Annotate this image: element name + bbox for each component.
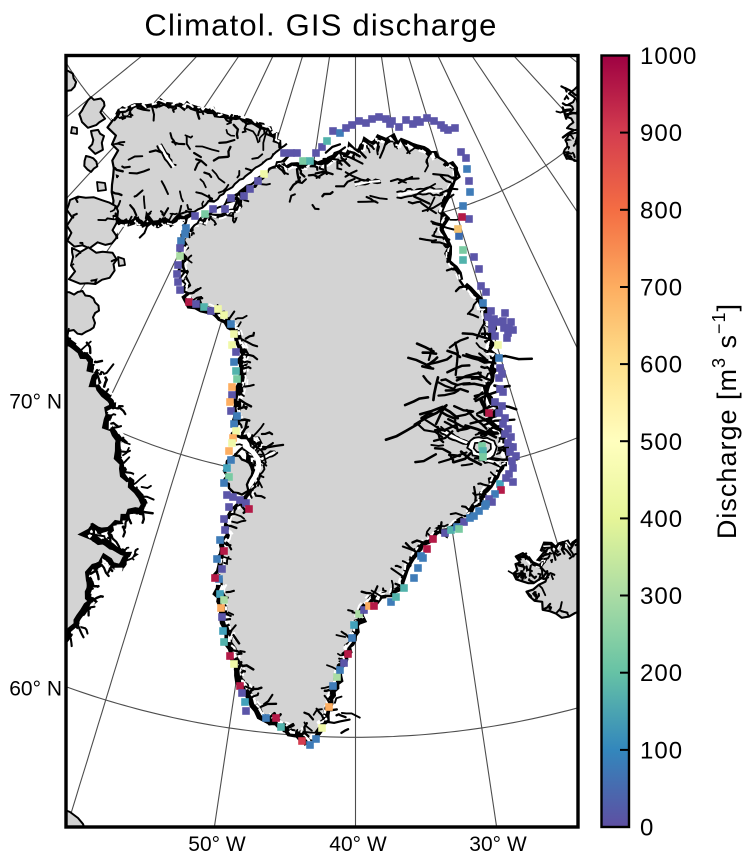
svg-text:50° W: 50° W (188, 833, 246, 856)
svg-text:0: 0 (640, 815, 654, 842)
svg-text:700: 700 (640, 275, 683, 302)
svg-text:40° W: 40° W (329, 833, 387, 856)
svg-text:70° N: 70° N (9, 391, 62, 414)
svg-text:1000: 1000 (640, 43, 697, 70)
svg-text:600: 600 (640, 352, 683, 379)
svg-text:400: 400 (640, 506, 683, 533)
svg-text:100: 100 (640, 737, 683, 764)
svg-text:60° N: 60° N (9, 678, 62, 701)
svg-text:Discharge [m3 s−1]: Discharge [m3 s−1] (709, 303, 742, 539)
svg-text:800: 800 (640, 197, 683, 224)
svg-text:200: 200 (640, 660, 683, 687)
svg-text:30° W: 30° W (469, 833, 527, 856)
svg-text:500: 500 (640, 429, 683, 456)
svg-text:Climatol. GIS discharge: Climatol. GIS discharge (144, 8, 497, 43)
svg-text:900: 900 (640, 120, 683, 147)
svg-text:300: 300 (640, 583, 683, 610)
